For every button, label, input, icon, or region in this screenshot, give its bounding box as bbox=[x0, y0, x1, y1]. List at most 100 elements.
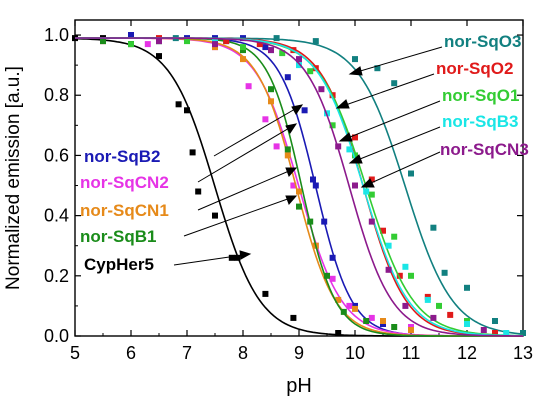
arrowhead-nor-SqB2 bbox=[291, 104, 304, 115]
x-tick-label: 9 bbox=[294, 343, 304, 363]
x-tick-label: 12 bbox=[457, 343, 477, 363]
arrowhead-nor-SqCN3 bbox=[360, 178, 375, 188]
data-point-nor-SqO3 bbox=[391, 80, 398, 87]
data-point-nor-SqO1 bbox=[307, 68, 314, 75]
data-point-nor-SqCN1 bbox=[240, 56, 246, 63]
data-point-nor-SqB1 bbox=[284, 146, 291, 153]
data-point-nor-SqCN2 bbox=[290, 182, 297, 189]
data-point-nor-SqCN1 bbox=[284, 152, 291, 159]
data-point-nor-SqCN1 bbox=[352, 305, 358, 312]
data-point-nor-SqO2 bbox=[352, 134, 358, 141]
label-nor-SqB1: nor-SqB1 bbox=[80, 227, 157, 246]
data-point-nor-SqCN2 bbox=[144, 41, 151, 48]
data-point-nor-SqB1 bbox=[340, 308, 347, 315]
arrowhead-nor-SqB1 bbox=[285, 195, 298, 205]
data-point-CypHer5 bbox=[175, 101, 182, 108]
data-point-CypHer5 bbox=[156, 53, 162, 60]
data-point-nor-SqB3 bbox=[464, 321, 470, 327]
data-point-nor-SqCN3 bbox=[402, 302, 409, 309]
data-point-nor-SqO3 bbox=[408, 170, 414, 177]
arrow-nor-SqCN3 bbox=[361, 151, 441, 188]
y-tick-label: 1.0 bbox=[44, 25, 69, 45]
data-point-nor-SqB3 bbox=[424, 296, 431, 303]
data-point-nor-SqCN2 bbox=[329, 275, 336, 282]
data-point-nor-SqO3 bbox=[441, 269, 448, 276]
data-point-nor-SqCN2 bbox=[273, 143, 280, 150]
data-point-nor-SqCN3 bbox=[212, 41, 218, 48]
arrow-nor-SqB1 bbox=[183, 195, 297, 237]
data-point-nor-SqCN3 bbox=[268, 47, 274, 54]
data-point-nor-SqB2 bbox=[301, 107, 308, 114]
label-nor-SqO1: nor-SqO1 bbox=[442, 86, 519, 105]
data-point-nor-SqO3 bbox=[374, 65, 381, 72]
data-point-CypHer5 bbox=[212, 212, 218, 219]
arrow-CypHer5 bbox=[173, 253, 251, 266]
label-nor-SqO2: nor-SqO2 bbox=[436, 59, 513, 78]
y-tick-label: 0.2 bbox=[44, 266, 69, 286]
data-point-nor-SqO3 bbox=[520, 330, 526, 336]
arrowhead-nor-SqB3 bbox=[348, 154, 363, 164]
data-point-nor-SqB2 bbox=[128, 32, 134, 38]
data-point-nor-SqCN3 bbox=[480, 327, 487, 333]
data-point-nor-SqCN3 bbox=[430, 314, 437, 321]
data-point-nor-SqB2 bbox=[284, 74, 291, 81]
label-nor-SqCN3: nor-SqCN3 bbox=[440, 140, 529, 159]
label-nor-SqB2: nor-SqB2 bbox=[84, 147, 161, 166]
data-point-nor-SqCN1 bbox=[408, 327, 414, 333]
y-axis-title: Normalized emission [a.u.] bbox=[3, 66, 24, 290]
data-point-nor-SqCN1 bbox=[268, 98, 274, 105]
data-point-nor-SqCN3 bbox=[318, 86, 325, 93]
data-point-nor-SqCN3 bbox=[368, 218, 375, 225]
data-point-nor-SqB1 bbox=[391, 324, 398, 330]
fit-curve-nor-SqCN3 bbox=[75, 37, 523, 337]
arrowhead-nor-SqCN1 bbox=[285, 167, 298, 177]
data-point-nor-SqO2 bbox=[368, 176, 375, 183]
x-tick-label: 13 bbox=[513, 343, 533, 363]
data-point-CypHer5 bbox=[262, 290, 269, 297]
data-point-CypHer5 bbox=[335, 330, 342, 336]
data-point-nor-SqCN1 bbox=[335, 296, 342, 303]
x-tick-label: 5 bbox=[70, 343, 80, 363]
y-axis-title-group: Normalized emission [a.u.] bbox=[3, 66, 24, 290]
data-point-CypHer5 bbox=[184, 107, 190, 114]
series-group bbox=[72, 32, 526, 337]
data-point-CypHer5 bbox=[234, 254, 241, 261]
series-nor-SqCN3 bbox=[75, 37, 523, 337]
data-point-nor-SqO1 bbox=[240, 44, 246, 51]
data-point-nor-SqB2 bbox=[329, 254, 336, 261]
x-tick-label: 6 bbox=[126, 343, 136, 363]
data-point-nor-SqB2 bbox=[310, 176, 316, 183]
data-point-nor-SqCN2 bbox=[368, 314, 375, 321]
arrowhead-CypHer5 bbox=[239, 250, 252, 260]
y-tick-label: 0.6 bbox=[44, 145, 69, 165]
data-point-nor-SqCN3 bbox=[385, 266, 392, 273]
data-point-nor-SqO1 bbox=[128, 41, 134, 48]
series-labels: nor-SqO3 nor-SqO2 nor-SqO1 nor-SqB3 nor-… bbox=[80, 32, 529, 274]
arrow-nor-SqO3 bbox=[349, 46, 443, 75]
data-point-nor-SqO1 bbox=[436, 302, 442, 309]
data-point-nor-SqO1 bbox=[391, 233, 398, 240]
data-point-nor-SqCN2 bbox=[262, 116, 269, 123]
data-point-nor-SqO3 bbox=[464, 284, 470, 291]
data-point-nor-SqO2 bbox=[396, 272, 403, 279]
data-point-CypHer5 bbox=[290, 314, 297, 321]
x-tick-label: 11 bbox=[402, 343, 421, 363]
label-nor-SqB3: nor-SqB3 bbox=[442, 112, 519, 131]
data-point-nor-SqCN3 bbox=[296, 56, 302, 63]
label-nor-SqO3: nor-SqO3 bbox=[444, 32, 521, 51]
annotation-arrows bbox=[173, 46, 443, 266]
data-point-nor-SqO3 bbox=[430, 224, 437, 231]
data-point-nor-SqB3 bbox=[503, 330, 510, 336]
data-point-nor-SqB3 bbox=[402, 263, 409, 270]
data-point-nor-SqCN3 bbox=[335, 143, 342, 150]
x-axis-title-group: pH bbox=[286, 375, 312, 397]
y-tick-label: 0.0 bbox=[44, 326, 69, 346]
arrowhead-nor-SqO1 bbox=[338, 132, 353, 142]
arrow-nor-SqB2 bbox=[213, 104, 303, 157]
data-point-nor-SqO3 bbox=[312, 38, 319, 45]
arrow-nor-SqCN1 bbox=[197, 167, 297, 211]
data-point-nor-SqB1 bbox=[363, 318, 370, 324]
data-point-nor-SqO1 bbox=[329, 122, 336, 129]
data-point-nor-SqB1 bbox=[100, 38, 106, 45]
data-point-nor-SqB1 bbox=[324, 272, 330, 279]
